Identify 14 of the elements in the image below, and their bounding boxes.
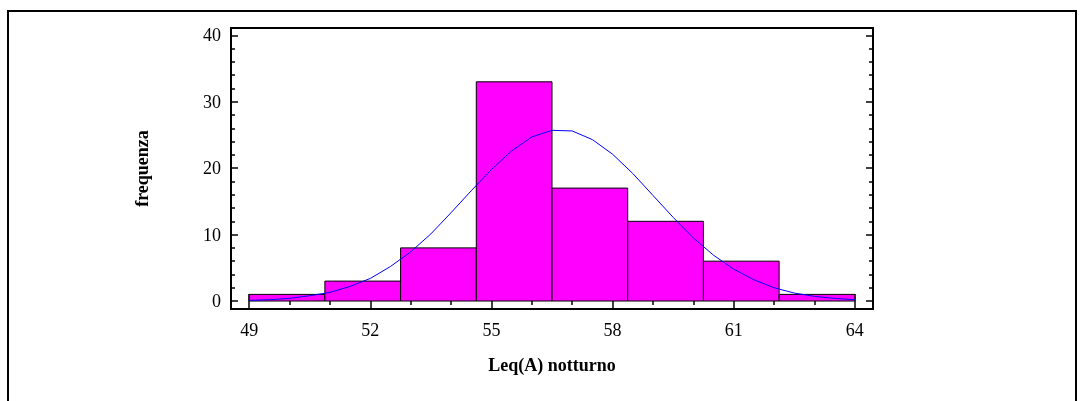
line-series	[248, 129, 856, 301]
y-tick-label: 30	[203, 91, 221, 112]
x-axis-title: Leq(A) notturno	[488, 355, 616, 376]
y-tick-label: 20	[203, 158, 221, 179]
y-axis-title: frequenza	[132, 130, 152, 207]
x-tick-label: 58	[603, 320, 622, 340]
y-tick-label: 0	[212, 291, 221, 312]
y-tick-label: 40	[203, 25, 221, 46]
x-tick-label: 49	[240, 320, 259, 340]
x-tick-label: 52	[361, 320, 380, 340]
y-tick-label: 10	[203, 224, 221, 245]
x-tick-label: 55	[482, 320, 501, 340]
x-tick-label: 61	[724, 320, 743, 340]
x-tick-label: 64	[845, 320, 864, 340]
